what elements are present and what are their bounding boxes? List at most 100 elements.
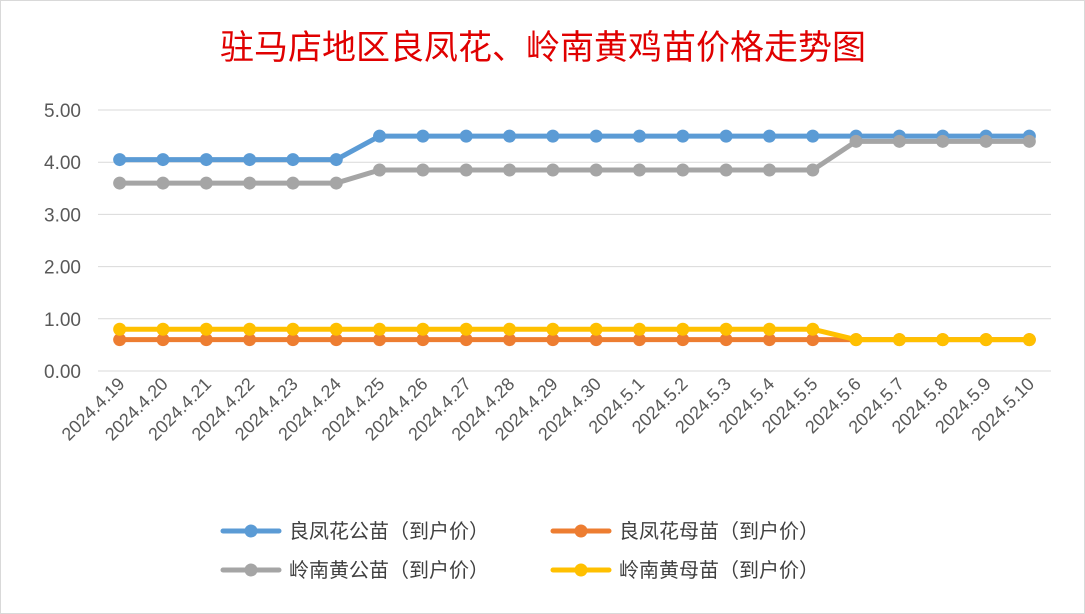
y-tick-label: 0.00: [44, 362, 81, 383]
legend-label: 岭南黄公苗（到户价）: [289, 558, 489, 582]
data-point: [243, 322, 257, 336]
data-point: [589, 333, 603, 347]
data-point: [979, 134, 993, 148]
data-point: [1022, 333, 1036, 347]
data-point: [632, 163, 646, 177]
data-point: [806, 163, 820, 177]
legend-label: 岭南黄母苗（到户价）: [619, 558, 819, 582]
data-point: [373, 163, 387, 177]
legend-entry: 良凤花公苗（到户价）: [220, 519, 489, 543]
data-point: [503, 163, 517, 177]
legend-entry: 岭南黄母苗（到户价）: [550, 558, 819, 582]
data-point: [892, 134, 906, 148]
series-line: [117, 133, 1032, 163]
legend-swatch-marker: [574, 524, 588, 538]
data-point: [762, 333, 776, 347]
data-point: [113, 322, 127, 336]
data-point: [373, 322, 387, 336]
legend-label: 良凤花公苗（到户价）: [289, 519, 489, 543]
data-point: [113, 176, 127, 190]
data-point: [503, 129, 517, 143]
data-point: [373, 129, 387, 143]
legend-entry: 岭南黄公苗（到户价）: [220, 558, 489, 582]
data-point: [676, 163, 690, 177]
data-point: [719, 333, 733, 347]
data-point: [979, 333, 993, 347]
data-point: [632, 129, 646, 143]
y-tick-label: 4.00: [44, 153, 81, 174]
data-point: [806, 129, 820, 143]
data-point: [719, 322, 733, 336]
legend-label: 良凤花母苗（到户价）: [619, 519, 819, 543]
legend: 良凤花公苗（到户价） 良凤花母苗（到户价） 岭南黄公苗（到户价） 岭南黄母苗（到户价）: [220, 519, 819, 582]
data-point: [459, 163, 473, 177]
legend-swatch-marker: [244, 563, 258, 577]
y-tick-label: 1.00: [44, 310, 81, 331]
data-point: [459, 333, 473, 347]
data-point: [329, 176, 343, 190]
data-point: [286, 322, 300, 336]
data-point: [416, 163, 430, 177]
data-point: [719, 129, 733, 143]
data-point: [632, 322, 646, 336]
data-point: [676, 322, 690, 336]
data-point: [546, 129, 560, 143]
data-point: [199, 153, 213, 167]
data-point: [156, 322, 170, 336]
data-point: [589, 322, 603, 336]
data-point: [806, 333, 820, 347]
data-point: [113, 153, 127, 167]
x-axis: 2024.4.192024.4.202024.4.212024.4.222024…: [58, 374, 1038, 445]
data-point: [243, 153, 257, 167]
data-point: [849, 134, 863, 148]
data-point: [416, 129, 430, 143]
data-point: [589, 129, 603, 143]
legend-swatch-marker: [244, 524, 258, 538]
data-point: [762, 163, 776, 177]
data-point: [286, 333, 300, 347]
data-point: [503, 333, 517, 347]
data-point: [329, 153, 343, 167]
data-point: [632, 333, 646, 347]
y-tick-label: 2.00: [44, 258, 81, 279]
data-point: [459, 129, 473, 143]
data-point: [199, 322, 213, 336]
y-tick-label: 5.00: [44, 101, 81, 122]
series-3: [113, 134, 1036, 190]
data-point: [936, 333, 950, 347]
data-point: [416, 322, 430, 336]
series-line: [117, 326, 1032, 343]
data-point: [546, 322, 560, 336]
data-point: [589, 163, 603, 177]
data-point: [806, 322, 820, 336]
series-line: [117, 138, 1032, 186]
data-point: [546, 163, 560, 177]
data-point: [546, 333, 560, 347]
data-point: [199, 176, 213, 190]
data-point: [286, 153, 300, 167]
legend-entry: 良凤花母苗（到户价）: [550, 519, 819, 543]
series-4: [113, 322, 1036, 347]
data-point: [286, 176, 300, 190]
chart-title: 驻马店地区良凤花、岭南黄鸡苗价格走势图: [220, 28, 866, 68]
data-point: [719, 163, 733, 177]
data-point: [762, 129, 776, 143]
legend-swatch-marker: [574, 563, 588, 577]
data-point: [416, 333, 430, 347]
data-point: [676, 333, 690, 347]
data-point: [329, 333, 343, 347]
data-point: [156, 153, 170, 167]
data-point: [676, 129, 690, 143]
data-point: [243, 333, 257, 347]
data-point: [373, 333, 387, 347]
data-point: [892, 333, 906, 347]
data-point: [1022, 134, 1036, 148]
series-1: [113, 129, 1036, 167]
gridlines: [98, 109, 1051, 372]
series-lines: [113, 129, 1036, 347]
data-point: [156, 333, 170, 347]
data-point: [113, 333, 127, 347]
data-point: [199, 333, 213, 347]
